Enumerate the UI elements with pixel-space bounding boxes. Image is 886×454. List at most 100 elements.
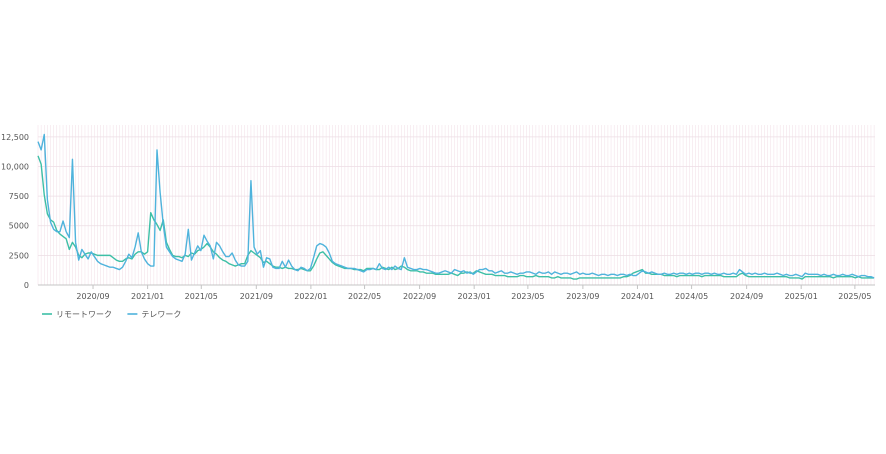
data-point xyxy=(614,277,615,278)
data-point xyxy=(197,245,198,246)
data-point xyxy=(169,249,170,250)
data-point xyxy=(510,276,511,277)
data-point xyxy=(751,274,752,275)
data-point xyxy=(501,270,502,271)
data-point xyxy=(391,269,392,270)
series-2 xyxy=(37,133,875,279)
data-point xyxy=(394,265,395,266)
data-point xyxy=(250,250,251,251)
data-point xyxy=(542,273,543,274)
data-point xyxy=(460,273,461,274)
data-point xyxy=(667,274,668,275)
data-point xyxy=(147,251,148,252)
data-point xyxy=(219,257,220,258)
data-point xyxy=(495,275,496,276)
x-tick-label: 2021/01 xyxy=(131,292,164,301)
data-point xyxy=(758,274,759,275)
data-point xyxy=(764,273,765,274)
data-point xyxy=(485,274,486,275)
data-point xyxy=(172,256,173,257)
data-point xyxy=(589,274,590,275)
data-point xyxy=(119,261,120,262)
data-point xyxy=(128,254,129,255)
data-point xyxy=(407,267,408,268)
data-point xyxy=(798,277,799,278)
data-point xyxy=(307,270,308,271)
data-point xyxy=(379,263,380,264)
x-tick-label: 2024/01 xyxy=(621,292,654,301)
data-point xyxy=(642,269,643,270)
data-point xyxy=(614,274,615,275)
data-point xyxy=(598,275,599,276)
data-point xyxy=(491,274,492,275)
data-point xyxy=(216,254,217,255)
data-point xyxy=(673,275,674,276)
data-point xyxy=(178,260,179,261)
data-point xyxy=(507,276,508,277)
data-point xyxy=(563,273,564,274)
data-point xyxy=(141,251,142,252)
data-point xyxy=(748,276,749,277)
data-point xyxy=(313,257,314,258)
data-point xyxy=(557,273,558,274)
data-point xyxy=(122,267,123,268)
data-point xyxy=(739,269,740,270)
y-tick-label: 7500 xyxy=(9,192,29,201)
data-point xyxy=(41,149,42,150)
data-point xyxy=(438,273,439,274)
data-point xyxy=(733,273,734,274)
data-point xyxy=(69,237,70,238)
data-point xyxy=(620,277,621,278)
data-point xyxy=(207,241,208,242)
data-point xyxy=(729,274,730,275)
data-point xyxy=(185,254,186,255)
data-point xyxy=(861,277,862,278)
data-point xyxy=(717,275,718,276)
data-point xyxy=(385,269,386,270)
data-point xyxy=(664,273,665,274)
data-point xyxy=(419,268,420,269)
data-point xyxy=(238,264,239,265)
data-point xyxy=(701,274,702,275)
data-point xyxy=(570,277,571,278)
data-point xyxy=(592,277,593,278)
data-point xyxy=(808,274,809,275)
data-point xyxy=(388,269,389,270)
data-point xyxy=(216,242,217,243)
data-point xyxy=(454,274,455,275)
data-point xyxy=(607,277,608,278)
data-point xyxy=(200,250,201,251)
legend-item[interactable]: リモートワーク xyxy=(42,310,112,319)
data-point xyxy=(241,265,242,266)
data-point xyxy=(103,255,104,256)
data-point xyxy=(651,274,652,275)
data-point xyxy=(316,258,317,259)
data-point xyxy=(279,268,280,269)
data-point xyxy=(379,269,380,270)
x-tick-label: 2020/09 xyxy=(76,292,109,301)
data-point xyxy=(526,276,527,277)
data-point xyxy=(639,270,640,271)
data-point xyxy=(755,276,756,277)
data-point xyxy=(235,265,236,266)
legend-item[interactable]: テレワーク xyxy=(127,310,181,319)
data-point xyxy=(582,273,583,274)
data-point xyxy=(679,273,680,274)
x-tick-label: 2024/09 xyxy=(730,292,763,301)
data-point xyxy=(579,274,580,275)
data-point xyxy=(789,275,790,276)
data-point xyxy=(181,257,182,258)
data-point xyxy=(319,243,320,244)
data-point xyxy=(567,273,568,274)
data-point xyxy=(767,274,768,275)
data-point xyxy=(842,274,843,275)
data-point xyxy=(285,267,286,268)
data-point xyxy=(523,275,524,276)
data-point xyxy=(548,276,549,277)
data-point xyxy=(773,276,774,277)
data-point xyxy=(404,257,405,258)
data-point xyxy=(275,268,276,269)
data-point xyxy=(357,269,358,270)
data-point xyxy=(463,273,464,274)
data-point xyxy=(59,231,60,232)
